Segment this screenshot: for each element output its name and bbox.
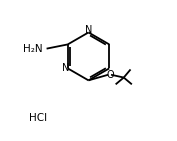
Text: N: N — [62, 63, 69, 73]
Text: N: N — [85, 25, 92, 35]
Text: O: O — [106, 70, 114, 80]
Text: HCl: HCl — [29, 114, 47, 123]
Text: H₂N: H₂N — [23, 44, 43, 54]
